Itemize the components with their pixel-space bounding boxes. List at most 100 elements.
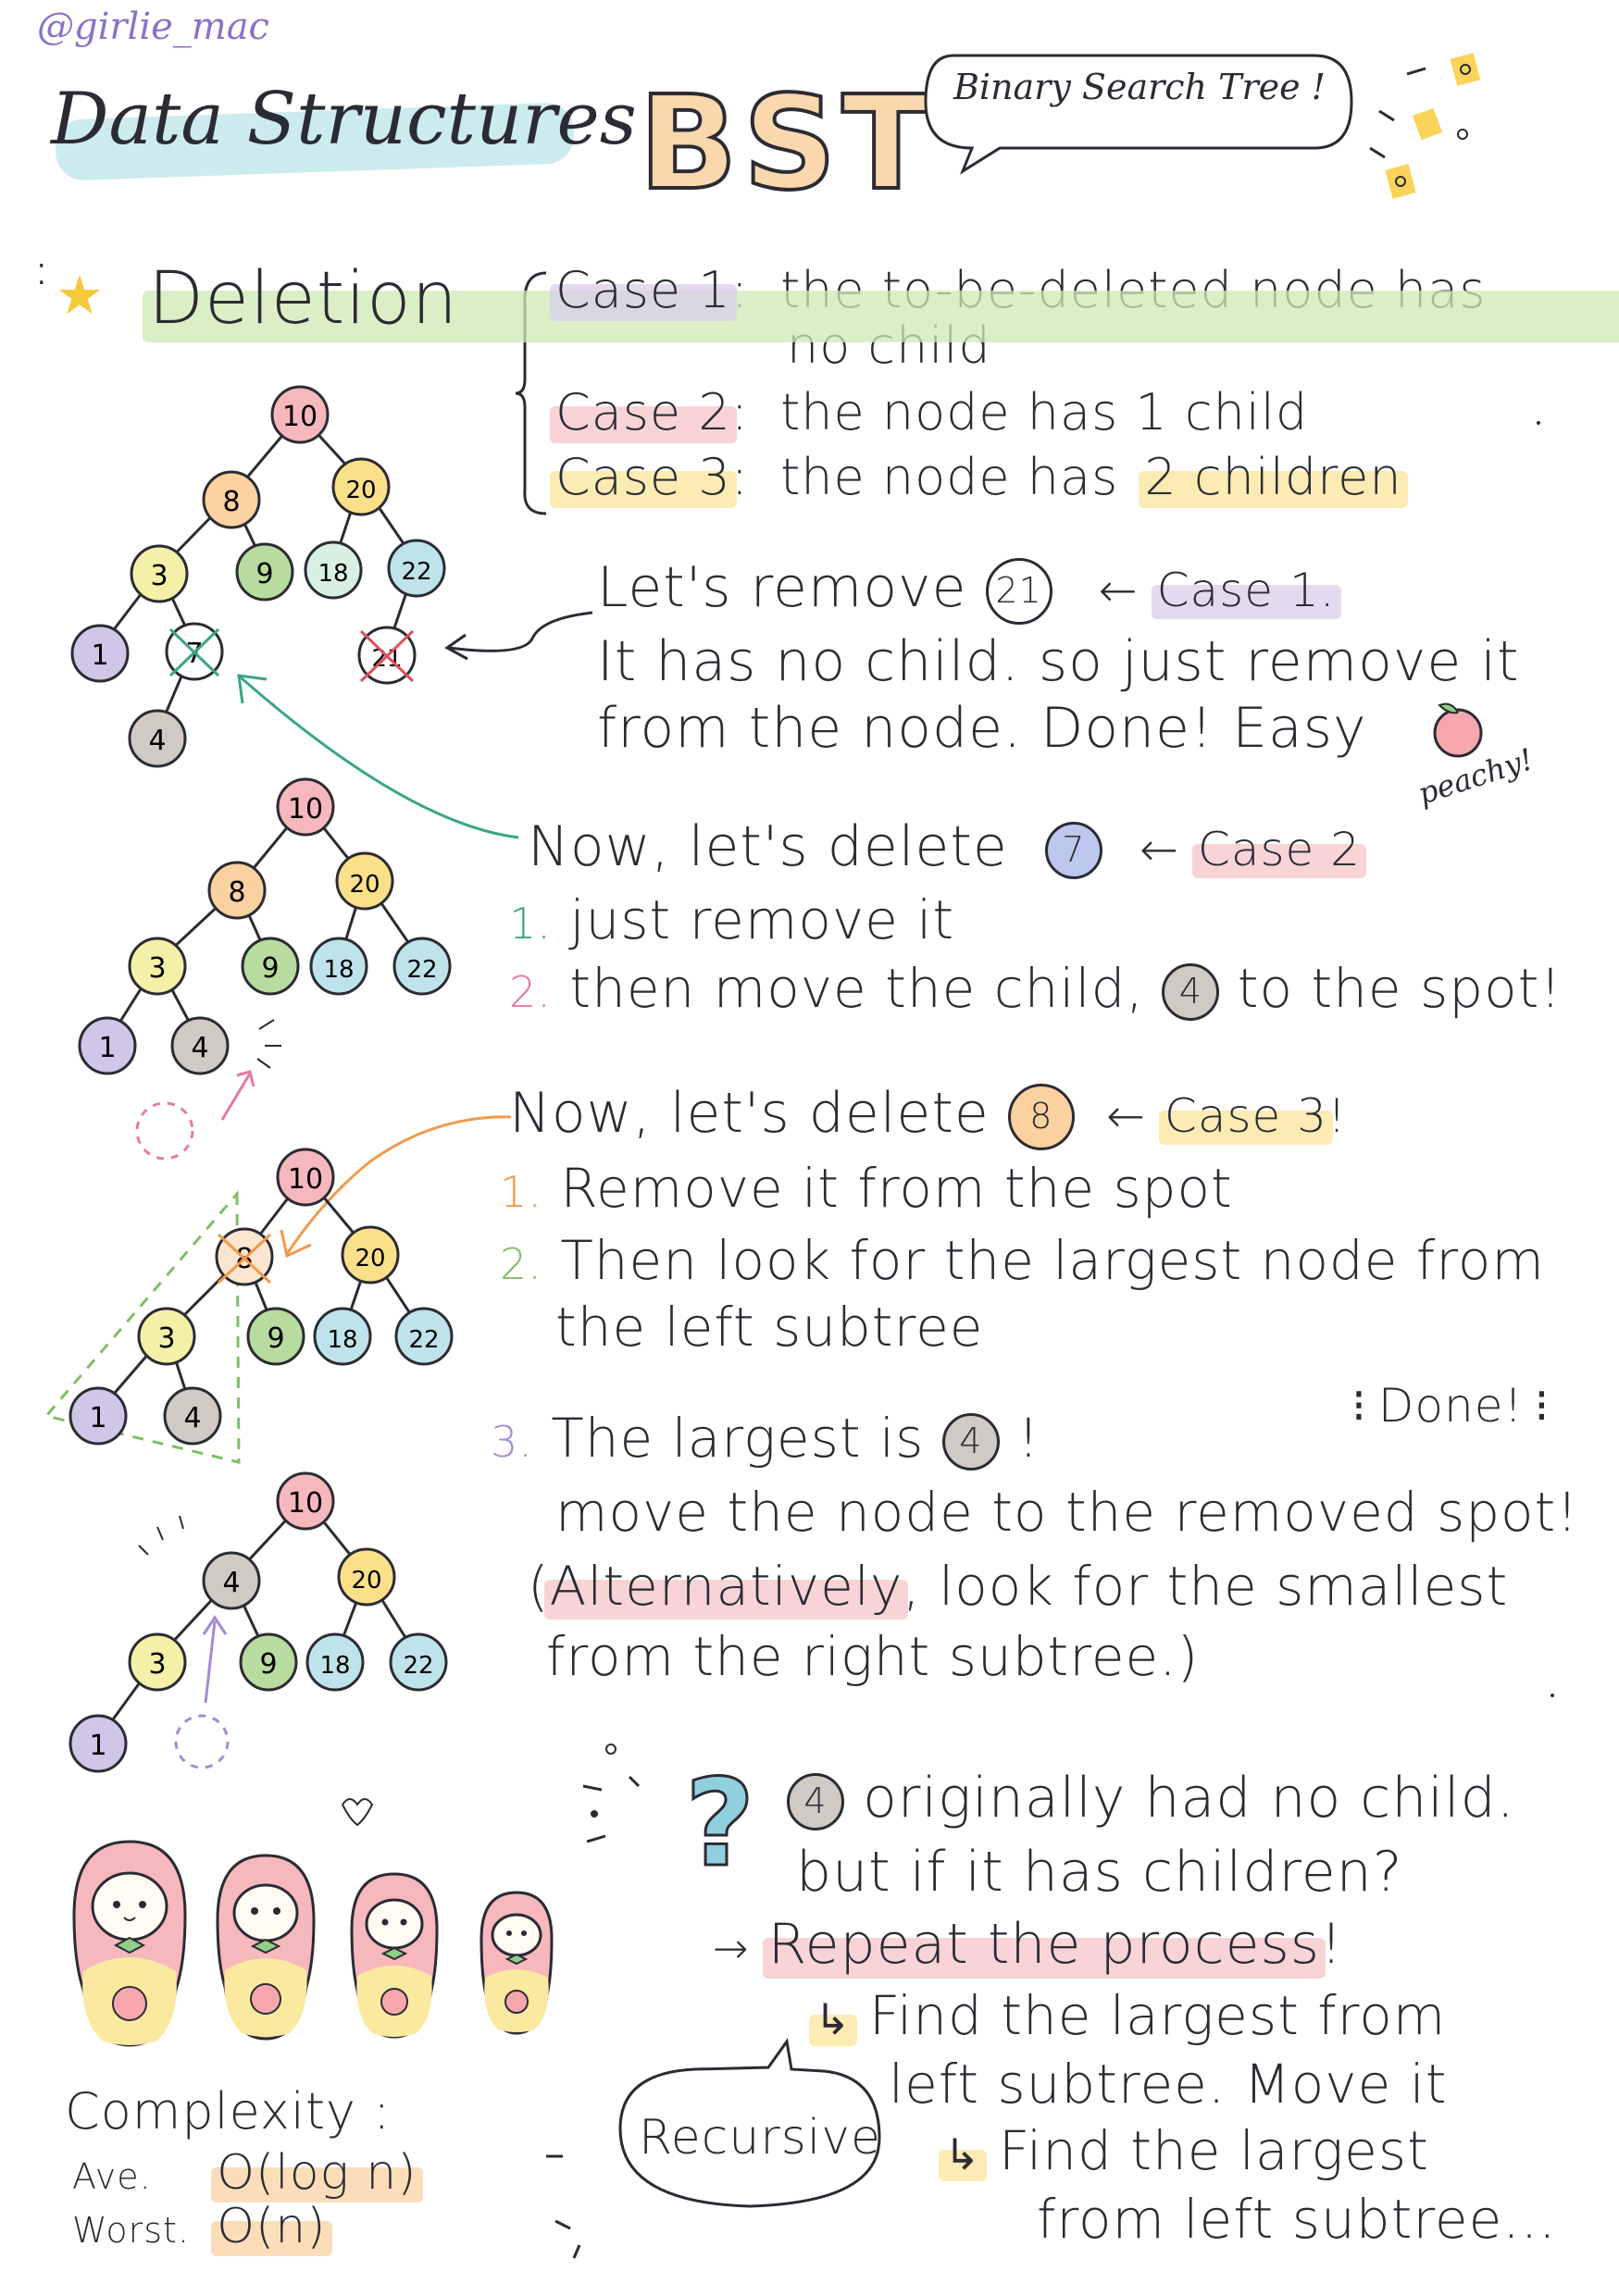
question-line6: ↳ Find the largest [944, 2119, 1429, 2182]
tree-2-node-1: 1 [78, 1016, 137, 1075]
arrow-to-21 [444, 611, 593, 661]
svg-text:1: 1 [98, 1032, 116, 1064]
question-line1: 4 originally had no child. [787, 1766, 1515, 1831]
tree-1-node-21: 21 [357, 626, 417, 685]
step3-alt2: from the right subtree.) [546, 1625, 1200, 1688]
tree-4-node-10: 10 [276, 1471, 335, 1531]
tree-3-node-8: 8 [215, 1227, 274, 1286]
svg-text:10: 10 [288, 1487, 323, 1520]
tree-4-node-18: 18 [305, 1632, 365, 1692]
node-4-badge-2: 4 [941, 1413, 1000, 1471]
node-8-badge: 8 [1007, 1083, 1075, 1150]
svg-text:8: 8 [228, 876, 245, 909]
tree-3-node-4: 4 [163, 1386, 222, 1446]
step3-item3b: move the node to the removed spot! [555, 1481, 1579, 1544]
svg-text:18: 18 [319, 1652, 350, 1680]
tree-2-node-20: 20 [335, 851, 394, 911]
tree-1-node-9: 9 [235, 542, 294, 602]
svg-text:20: 20 [355, 1245, 385, 1272]
recursive-label: Recursive [639, 2110, 882, 2166]
star-icon: ★ [56, 264, 104, 327]
arrow-to-7 [237, 674, 519, 839]
tree-2-node-8: 8 [207, 861, 267, 920]
tree-4-node-9: 9 [239, 1632, 298, 1692]
node-7-badge: 7 [1044, 821, 1102, 879]
tree-4-node-20: 20 [337, 1547, 396, 1607]
author-handle: @girlie_mac [37, 6, 269, 48]
svg-text:9: 9 [261, 952, 279, 985]
svg-text:9: 9 [259, 1648, 277, 1681]
step1-line1: Let's remove 21 ← Case 1. [597, 555, 1336, 625]
tree-1-node-8: 8 [202, 470, 261, 529]
svg-text:9: 9 [267, 1322, 284, 1355]
svg-text:10: 10 [288, 793, 323, 825]
tree-2-node-4: 4 [170, 1016, 230, 1075]
peach-icon [1433, 702, 1483, 758]
question-line7: from left subtree... [1037, 2188, 1557, 2251]
tree-2-node-10: 10 [276, 777, 335, 837]
speech-bubble [924, 54, 1353, 175]
step1-line2: It has no child. so just remove it [597, 629, 1520, 694]
question-sparkle [582, 1744, 641, 1843]
tree-1-node-18: 18 [304, 540, 363, 600]
tree-4-node-3: 3 [128, 1632, 187, 1692]
svg-text:1: 1 [91, 639, 108, 672]
question-line2: but if it has children? [796, 1840, 1403, 1905]
tree-2-node-22: 22 [392, 937, 452, 996]
svg-text:10: 10 [288, 1163, 323, 1196]
step1-line3: from the node. Done! Easy [597, 696, 1367, 761]
tree-4-node-22: 22 [389, 1632, 448, 1692]
step3-alt1: (Alternatively, look for the smallest [528, 1555, 1509, 1618]
matryoshka-dolls-illustration [72, 1798, 554, 2047]
svg-text:18: 18 [318, 560, 348, 588]
svg-text:20: 20 [349, 871, 380, 899]
arrow-to-8 [280, 1115, 512, 1259]
dot-decoration [1537, 421, 1540, 425]
tree-2-empty-spot [135, 1101, 194, 1160]
svg-text:9: 9 [255, 558, 273, 590]
node-21-badge: 21 [985, 557, 1052, 625]
complexity-title: Complexity : [65, 2082, 392, 2141]
recursive-bubble [618, 2038, 881, 2208]
node-4-badge: 4 [1162, 963, 1220, 1021]
step3-item3: 3. The largest is 4 ! [491, 1407, 1040, 1471]
svg-text:3: 3 [148, 952, 166, 985]
svg-text:22: 22 [403, 1652, 433, 1680]
tree-3: 10 8 20 3 9 18 22 1 4 [44, 1148, 454, 1464]
tree-2-node-9: 9 [241, 937, 300, 996]
tree-3-node-18: 18 [313, 1307, 372, 1366]
svg-text:4: 4 [222, 1567, 240, 1599]
tree-3-node-1: 1 [68, 1386, 128, 1446]
sparkle-icon: ⁚ [37, 259, 46, 292]
tree-4-empty-spot [174, 1714, 230, 1769]
tree-1-node-7: 7 [165, 622, 224, 681]
complexity-row-ave: Ave. O(log n) [72, 2145, 417, 2201]
tree-3-node-22: 22 [394, 1307, 454, 1366]
step3-item2a: 2. Then look for the largest node from [500, 1229, 1545, 1292]
svg-text:18: 18 [327, 1326, 357, 1354]
tree-2-node-18: 18 [309, 937, 368, 996]
svg-text:3: 3 [150, 560, 168, 592]
svg-text:3: 3 [148, 1648, 166, 1681]
step3-item2b: the left subtree [555, 1296, 984, 1359]
svg-text:1: 1 [89, 1402, 106, 1434]
recursive-sparkle [546, 2154, 581, 2259]
section-title: Deletion [143, 257, 1619, 342]
case-3: Case 3: the node has 2 children [555, 448, 1402, 506]
svg-text:21: 21 [371, 645, 402, 673]
svg-text:20: 20 [345, 477, 376, 504]
step2-item2: 2. then move the child, 4 to the spot! [509, 957, 1563, 1021]
tree-2: 10 8 20 3 9 18 22 1 4 [78, 777, 452, 1160]
tree-1-node-10: 10 [270, 385, 330, 444]
svg-text:3: 3 [157, 1322, 175, 1355]
question-line4: ↳ Find the largest from [815, 1984, 1447, 2047]
svg-text:1: 1 [89, 1730, 106, 1762]
bst-title: BST [637, 68, 937, 219]
step3-line1: Now, let's delete 8 ← Case 3! [509, 1081, 1347, 1150]
complexity-row-worst: Worst. O(n) [72, 2199, 327, 2254]
tree-3-node-10: 10 [276, 1148, 335, 1207]
step2-item1: 1. just remove it [509, 888, 955, 951]
tree-1-node-22: 22 [387, 539, 446, 598]
svg-text:4: 4 [191, 1032, 208, 1064]
case-2: Case 2: the node has 1 child [555, 383, 1309, 441]
